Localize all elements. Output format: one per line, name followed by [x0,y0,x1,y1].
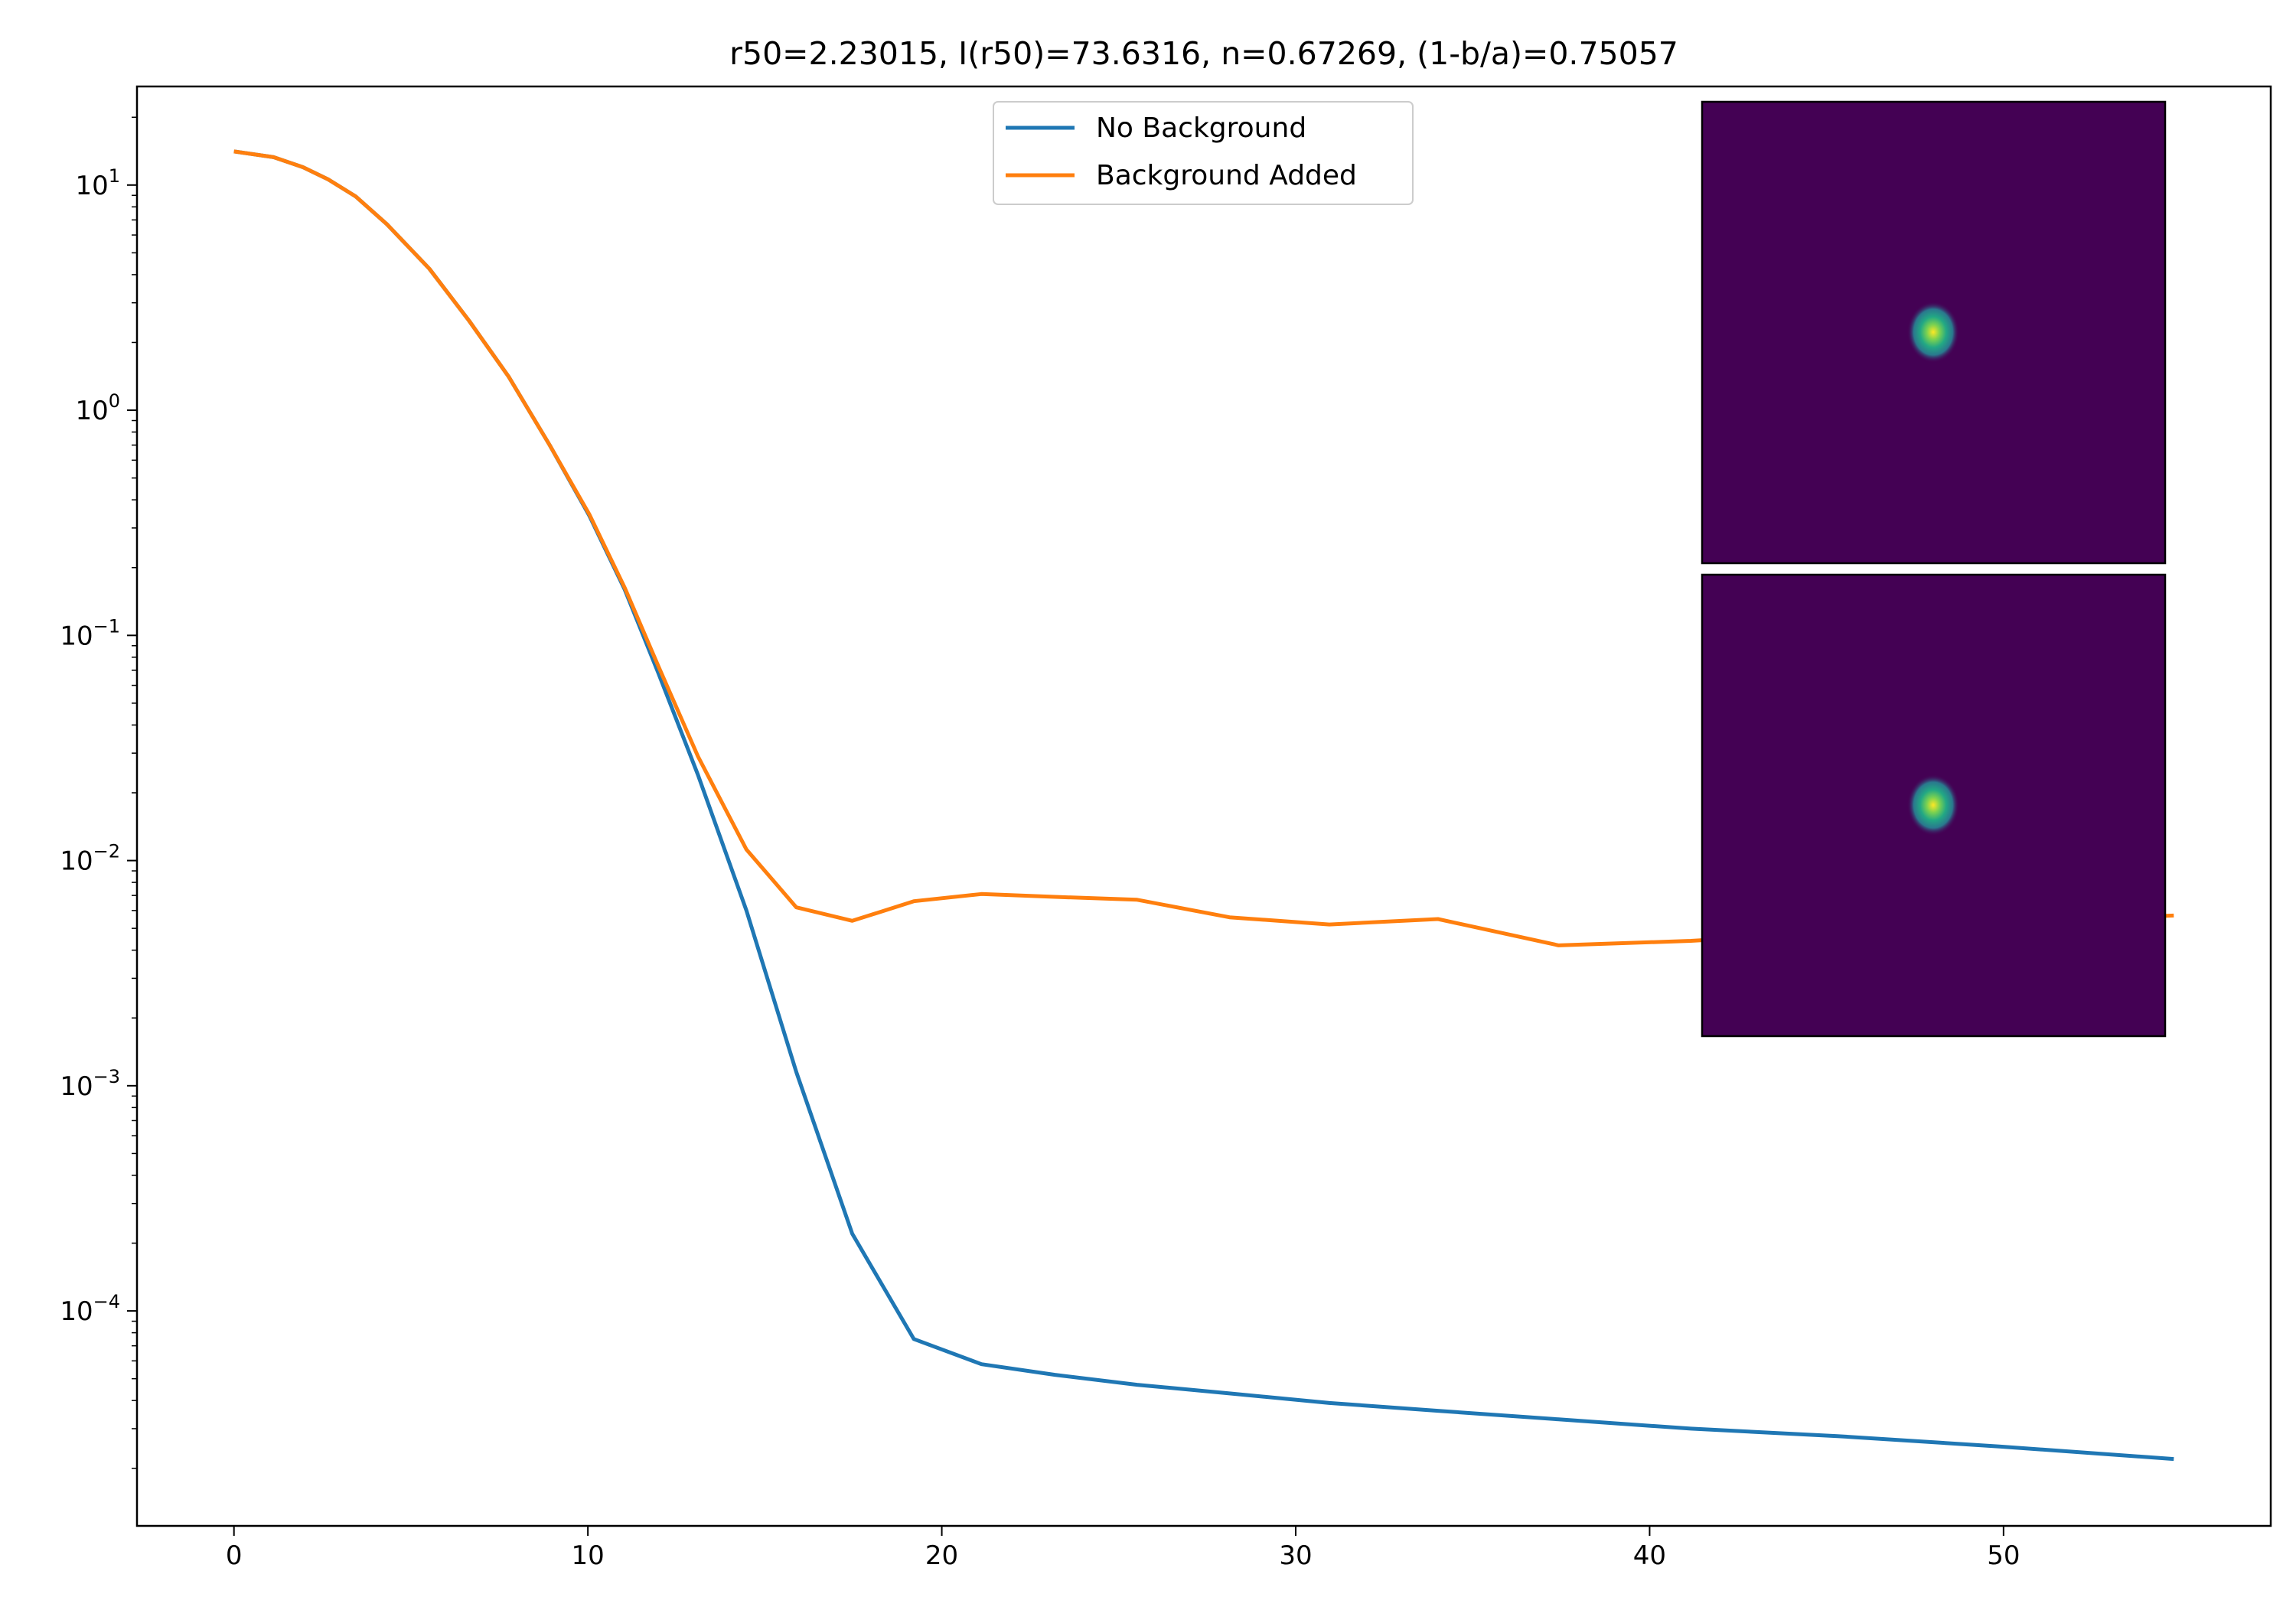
x-tick-label: 20 [925,1540,958,1571]
inset-bright-source [1907,302,1959,363]
x-tick-label: 50 [1987,1540,2020,1571]
image-no-background [1701,100,2167,565]
x-tick-label: 30 [1279,1540,1312,1571]
legend: No Background Background Added [993,101,1414,205]
series-line-background-added [233,149,2174,947]
y-tick-label: 10−1 [60,615,120,651]
axes: 0 10 20 30 40 50 101 100 10−1 10−2 10−3 10−4 [60,116,2020,1571]
inset-bright-source [1907,774,1959,836]
legend-label: No Background [1096,112,1306,144]
inset-images [1701,100,2167,1038]
y-tick-label: 101 [75,165,120,201]
axes-frame [135,85,2272,1527]
x-tick-label: 0 [226,1540,243,1571]
legend-label: Background Added [1096,160,1357,191]
x-tick-label: 10 [572,1540,605,1571]
y-tick-label: 10−2 [60,841,120,877]
y-tick-label: 10−4 [60,1291,120,1327]
legend-box [993,101,1414,205]
series-lines [233,149,2174,1462]
chart-title: r50=2.23015, I(r50)=73.6316, n=0.67269, … [729,35,1678,72]
y-tick-label: 10−3 [60,1066,120,1102]
x-tick-label: 40 [1633,1540,1666,1571]
y-tick-label: 100 [75,390,120,426]
image-background-added [1701,573,2167,1038]
